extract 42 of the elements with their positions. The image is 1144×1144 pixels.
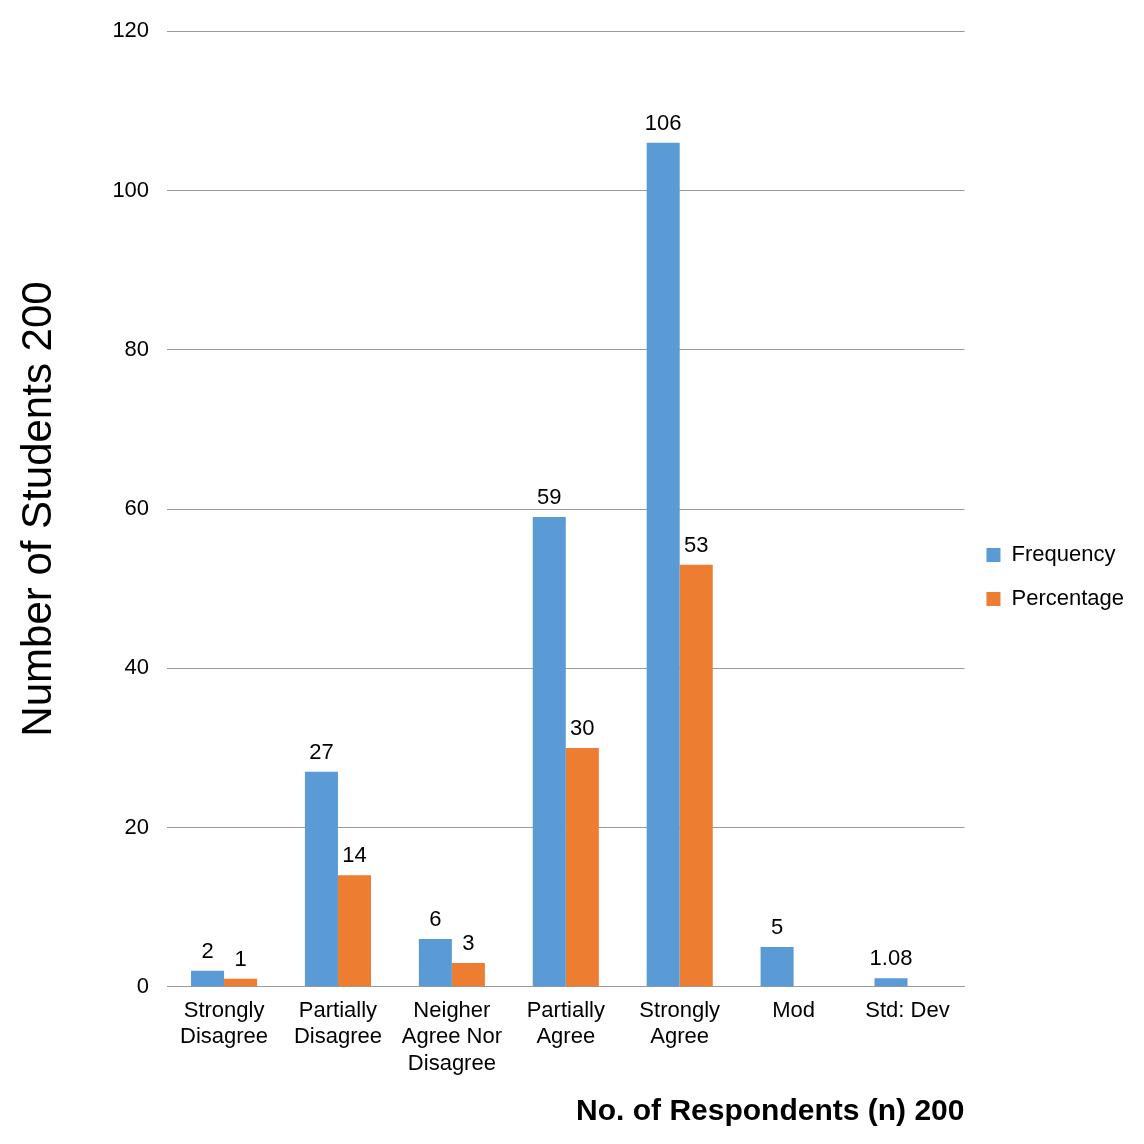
bar [451,962,485,987]
data-label: 2 [201,937,214,963]
data-label: 1 [234,945,247,971]
x-tick-label: Partially Agree [526,997,605,1049]
x-axis-title: No. of Respondents (n) 200 [576,1093,965,1127]
data-label: 106 [644,109,682,135]
x-tick-label: Neigher Agree Nor Disagree [401,997,503,1075]
y-tick-label: 40 [124,654,150,680]
data-label: 14 [342,842,367,868]
bar [565,747,599,987]
data-label: 6 [429,906,442,932]
bar [224,978,258,987]
data-label: 59 [537,484,562,510]
y-tick-label: 20 [124,813,150,839]
y-tick-label: 80 [124,335,150,361]
bar [646,142,680,987]
bar [304,771,338,987]
y-tick-label: 100 [112,176,150,202]
y-tick-label: 60 [124,495,150,521]
bar [679,564,713,987]
legend-label: Frequency [1011,541,1116,567]
x-tick-label: Mod [772,997,816,1023]
y-axis-title: Number of Students 200 [12,281,60,737]
bar [874,978,908,987]
data-label: 1.08 [869,945,913,971]
data-label: 3 [462,929,475,955]
y-tick-label: 120 [112,17,150,43]
y-tick-label: 0 [136,972,150,998]
data-label: 30 [570,714,595,740]
data-label: 5 [770,914,784,940]
data-label: 27 [309,738,334,764]
bar [191,970,225,987]
bar [337,875,372,987]
data-label: 53 [683,531,709,557]
bar [418,939,452,987]
legend-label: Percentage [1011,585,1125,611]
x-tick-label: Strongly Agree [639,997,721,1049]
x-tick-label: Strongly Disagree [180,997,269,1049]
x-tick-label: Partially Disagree [293,997,382,1049]
bar [760,946,794,987]
bar [532,516,566,987]
x-tick-label: Std: Dev [865,997,950,1023]
